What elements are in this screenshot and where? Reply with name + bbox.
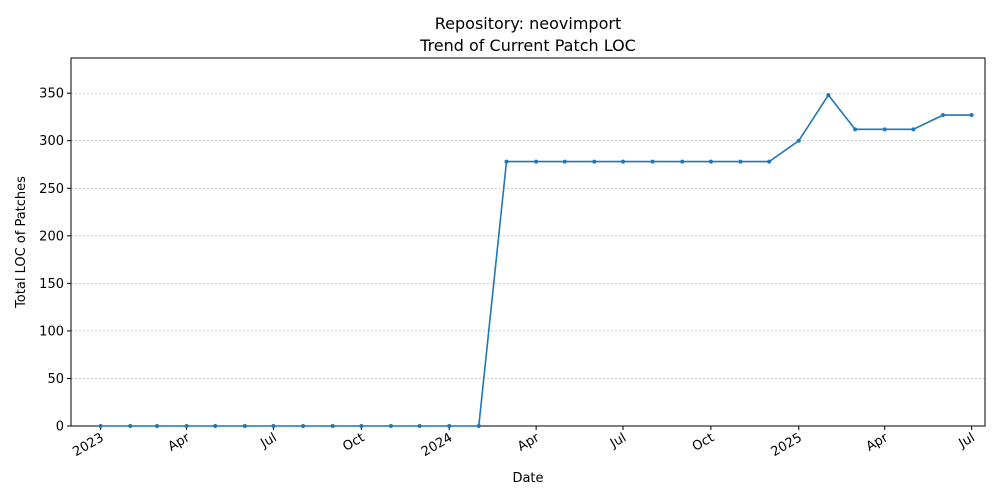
x-tick-label: Apr [166,430,194,455]
data-point [853,127,858,132]
data-point [242,424,247,428]
y-tick-label: 200 [39,229,64,244]
data-point [621,159,626,164]
x-axis: 2023 Apr Jul Oct 2024 Apr Jul Oct 2025 Apr Jul [70,426,978,460]
y-tick-label: 100 [39,324,64,339]
series-line [100,94,972,427]
x-tick-label: Oct [690,430,717,454]
data-point [882,127,887,132]
y-tick-label: 300 [39,134,64,149]
data-point [708,159,713,164]
chart-subtitle: Trend of Current Patch LOC [419,36,636,55]
data-point [680,159,685,164]
data-point [128,424,133,428]
data-point [213,424,218,428]
y-tick-label: 0 [56,420,64,435]
data-point [359,424,364,428]
data-point [301,424,306,428]
y-tick-label: 50 [47,372,64,387]
data-point [184,424,189,428]
data-point [504,159,509,164]
y-axis: 0 50 100 150 200 250 300 350 [39,87,71,435]
data-point [562,159,567,164]
x-tick-label: Jul [956,430,978,451]
data-point [969,113,974,118]
x-tick-label: 2024 [419,430,455,460]
data-point [940,113,945,118]
data-point [447,424,452,428]
data-point [98,424,103,428]
data-point [826,93,831,98]
data-point [476,424,481,428]
data-point [271,424,276,428]
y-tick-label: 150 [39,277,64,292]
data-point [534,159,539,164]
y-tick-label: 250 [39,182,64,197]
data-point [767,159,772,164]
plot-frame [70,57,986,427]
x-axis-label: Date [512,471,543,486]
x-tick-label: Oct [340,430,367,454]
data-point [330,424,335,428]
data-point [154,424,159,428]
chart-title: Repository: neovimport [435,14,621,33]
x-tick-label: 2025 [769,430,805,460]
data-point [911,127,916,132]
data-point [738,159,743,164]
x-tick-label: Jul [607,430,629,451]
data-point [417,424,422,428]
data-point [592,159,597,164]
data-point [650,159,655,164]
x-tick-label: Apr [515,430,543,455]
series-group [98,93,974,428]
x-tick-label: 2023 [70,430,106,460]
data-point [796,138,801,143]
x-tick-label: Jul [258,430,280,451]
y-axis-label: Total LOC of Patches [14,176,29,309]
y-tick-label: 350 [39,87,64,102]
x-tick-label: Apr [864,430,892,455]
data-point [388,424,393,428]
gridlines [71,92,985,379]
